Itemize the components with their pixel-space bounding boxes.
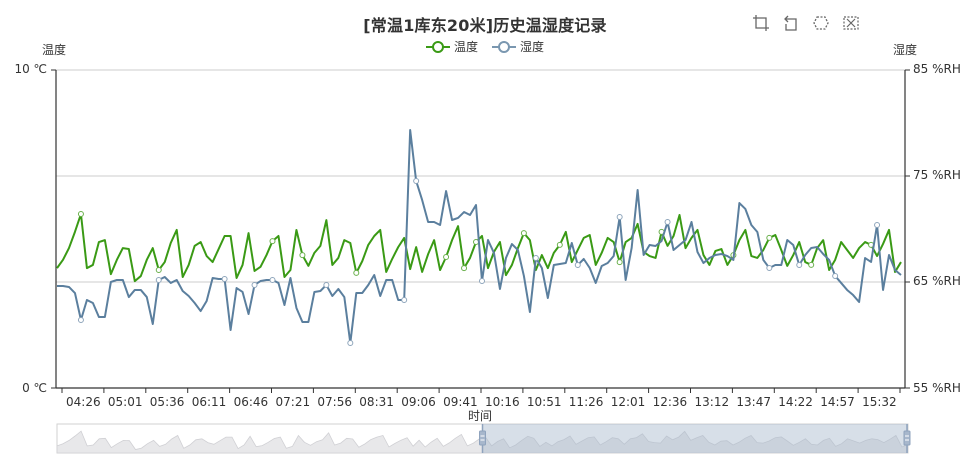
left-tick-min: 0 ℃ (22, 381, 47, 395)
data-point-marker[interactable] (832, 272, 839, 279)
data-point-marker[interactable] (874, 221, 881, 228)
legend: 温度 湿度 (0, 38, 970, 55)
x-tick-label: 09:41 (443, 395, 478, 409)
drag-handle-icon[interactable] (903, 430, 911, 446)
data-point-marker[interactable] (443, 253, 450, 260)
data-point-marker[interactable] (574, 262, 581, 269)
x-tick-label: 12:01 (610, 395, 646, 409)
x-tick-label: 09:06 (401, 395, 436, 409)
x-tick-label: 14:57 (820, 395, 855, 409)
data-point-marker[interactable] (664, 219, 671, 226)
x-tick-label: 14:22 (778, 395, 813, 409)
data-point-marker[interactable] (532, 255, 539, 262)
data-point-marker[interactable] (323, 281, 330, 288)
restore-icon[interactable] (812, 14, 830, 32)
x-tick-label: 10:51 (526, 395, 562, 409)
data-point-marker[interactable] (766, 234, 773, 241)
x-tick-label: 13:12 (694, 395, 730, 409)
zoom-reset-icon[interactable] (782, 14, 800, 32)
x-tick-label: 11:26 (568, 395, 604, 409)
legend-item-temperature[interactable]: 温度 (425, 38, 478, 55)
data-point-marker[interactable] (269, 276, 276, 283)
x-tick-label: 10:16 (485, 395, 520, 409)
legend-label: 温度 (453, 40, 478, 54)
humidity-line (57, 128, 902, 344)
data-point-marker[interactable] (155, 276, 162, 283)
left-axis-name: 温度 (42, 43, 67, 57)
x-tick-label: 06:46 (233, 395, 269, 409)
exit-icon[interactable] (842, 14, 860, 32)
x-tick-label: 07:21 (275, 395, 311, 409)
data-point-marker[interactable] (269, 238, 276, 245)
data-point-marker[interactable] (556, 241, 563, 248)
data-point-marker[interactable] (616, 214, 623, 221)
data-point-marker[interactable] (347, 339, 354, 346)
legend-item-humidity[interactable]: 湿度 (492, 38, 544, 55)
legend-label: 湿度 (520, 40, 545, 54)
toolbox (752, 14, 860, 32)
x-tick-label: 04:26 (66, 395, 101, 409)
right-tick-65: 65 %RH (913, 274, 961, 288)
data-point-marker[interactable] (766, 265, 773, 272)
x-tick-label: 05:36 (149, 395, 185, 409)
data-point-marker[interactable] (353, 269, 360, 276)
right-tick-75: 75 %RH (913, 168, 961, 182)
left-tick-max: 10 ℃ (14, 62, 47, 76)
data-point-marker[interactable] (808, 261, 815, 268)
x-tick-label: 12:36 (652, 395, 688, 409)
data-point-marker[interactable] (413, 177, 420, 184)
data-point-marker[interactable] (155, 267, 162, 274)
data-point-marker[interactable] (520, 230, 527, 237)
datazoom-selected-range[interactable] (482, 424, 909, 453)
data-point-marker[interactable] (221, 276, 228, 283)
x-axis-name: 时间 (468, 409, 493, 423)
x-tick-label: 15:32 (862, 395, 897, 409)
x-tick-label: 07:56 (317, 395, 352, 409)
x-tick-label: 13:47 (736, 395, 771, 409)
data-point-marker[interactable] (299, 252, 306, 259)
right-axis-name: 湿度 (893, 43, 918, 57)
legend-line-circle-icon (425, 40, 450, 53)
data-point-marker[interactable] (251, 281, 258, 288)
x-tick-label: 06:11 (191, 395, 227, 409)
data-point-marker[interactable] (478, 278, 485, 285)
data-point-marker[interactable] (796, 262, 803, 269)
right-tick-55: 55 %RH (913, 381, 961, 395)
data-point-marker[interactable] (616, 259, 623, 266)
data-point-marker[interactable] (401, 297, 408, 304)
legend-line-circle-icon (492, 40, 516, 53)
data-point-marker[interactable] (473, 239, 480, 246)
data-point-marker[interactable] (77, 211, 84, 218)
x-tick-label: 08:31 (359, 395, 394, 409)
drag-handle-icon[interactable] (479, 430, 486, 446)
zoom-icon[interactable] (752, 14, 770, 32)
chart-title: [常温1库东20米]历史温湿度记录 (363, 16, 607, 35)
x-tick-label: 05:01 (107, 395, 143, 409)
data-point-marker[interactable] (461, 265, 468, 272)
data-point-marker[interactable] (77, 316, 84, 323)
right-tick-85: 85 %RH (913, 62, 961, 76)
